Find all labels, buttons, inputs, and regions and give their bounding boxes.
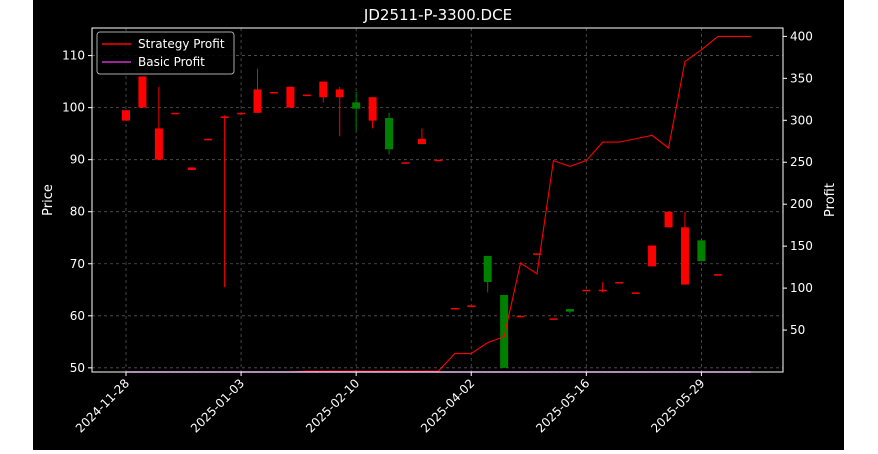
candle-body xyxy=(565,309,574,312)
y-tick-label-right: 50 xyxy=(790,323,805,337)
y-tick-label-right: 200 xyxy=(790,197,813,211)
candle-body xyxy=(483,255,492,282)
candle-body xyxy=(319,81,328,98)
candle-body xyxy=(122,110,130,121)
candle-body xyxy=(500,294,509,368)
candles xyxy=(122,68,722,368)
candle-body xyxy=(434,159,443,162)
candle-body xyxy=(713,274,722,276)
candle-body xyxy=(269,92,278,94)
y-tick-label-left: 100 xyxy=(62,101,85,115)
candle-body xyxy=(352,102,361,109)
candle-body xyxy=(664,211,673,228)
y-tick-label-right: 400 xyxy=(790,29,813,43)
legend-label-strategy: Strategy Profit xyxy=(138,37,225,51)
legend: Strategy Profit Basic Profit xyxy=(96,31,235,75)
y-axis-right-label: Profit xyxy=(823,183,838,217)
y-tick-label-left: 50 xyxy=(70,361,85,375)
candle-body xyxy=(417,138,426,145)
candle-body xyxy=(450,307,459,310)
y-tick-label-right: 250 xyxy=(790,155,813,169)
candle-body xyxy=(582,289,591,292)
left-axis: 50 60 70 80 90 100 110 xyxy=(62,49,92,375)
candle-body xyxy=(631,292,640,294)
chart-background xyxy=(33,0,844,450)
candle-body xyxy=(533,253,541,255)
candle-body xyxy=(237,112,246,115)
candle-body xyxy=(187,167,196,171)
candle-body xyxy=(385,118,394,150)
candle-body xyxy=(138,76,147,108)
candle-body xyxy=(516,315,525,318)
candlestick-chart: 50 60 70 80 90 100 110 50 100 150 200 250 300 350 400… xyxy=(33,0,844,450)
right-axis: 50 100 150 200 250 300 350 400 xyxy=(783,29,813,337)
candle-body xyxy=(648,245,657,267)
y-tick-label-left: 80 xyxy=(70,205,85,219)
y-tick-label-left: 110 xyxy=(62,49,85,63)
y-tick-label-right: 350 xyxy=(790,71,813,85)
plot-frame xyxy=(91,27,784,373)
candle-body xyxy=(253,89,262,113)
y-tick-label-left: 90 xyxy=(70,153,85,167)
candle-body xyxy=(401,162,410,164)
candle-body xyxy=(549,318,558,320)
candle-body xyxy=(171,112,180,115)
candle-body xyxy=(680,227,689,285)
y-tick-label-right: 150 xyxy=(790,239,813,253)
y-axis-left-label: Price xyxy=(41,184,56,216)
y-tick-label-left: 60 xyxy=(70,309,85,323)
chart-title: JD2511-P-3300.DCE xyxy=(363,6,512,24)
candle-body xyxy=(697,240,706,262)
candle-body xyxy=(154,128,163,160)
candle-body xyxy=(335,89,344,98)
legend-box xyxy=(96,31,235,75)
candle-body xyxy=(220,116,229,119)
candle-body xyxy=(467,305,476,307)
candle-body xyxy=(204,138,213,141)
legend-label-basic: Basic Profit xyxy=(138,55,205,69)
candle-body xyxy=(598,289,607,292)
candle-body xyxy=(286,86,295,108)
candle-body xyxy=(302,94,311,97)
y-tick-label-right: 300 xyxy=(790,113,813,127)
y-tick-label-right: 100 xyxy=(790,281,813,295)
candle-body xyxy=(368,97,377,121)
candle-body xyxy=(615,281,624,284)
chart-figure: 50 60 70 80 90 100 110 50 100 150 200 250 300 350 400… xyxy=(33,0,844,450)
y-tick-label-left: 70 xyxy=(70,257,85,271)
